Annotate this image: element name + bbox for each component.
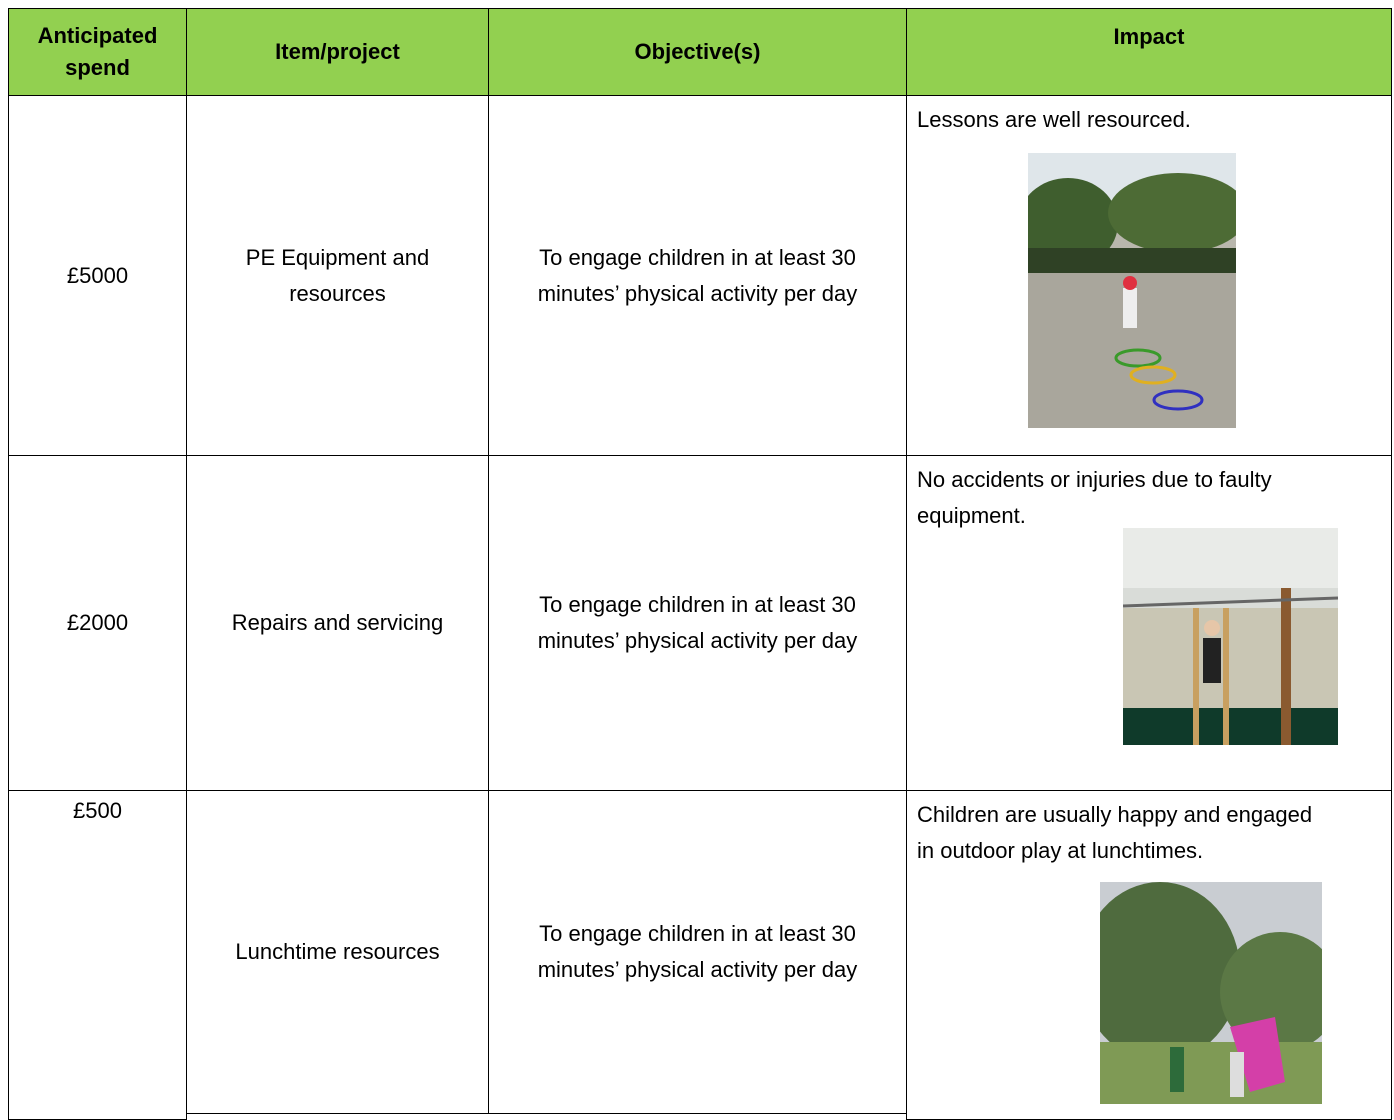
cell-text: £2000 bbox=[66, 610, 129, 635]
header-text: Anticipated spend bbox=[37, 23, 158, 80]
header-text: Item/project bbox=[275, 39, 400, 64]
photo bbox=[1123, 528, 1338, 745]
header-cell: Anticipated spend bbox=[8, 8, 187, 96]
cell-text: No accidents or injuries due to faulty e… bbox=[917, 467, 1272, 528]
cell: £500 bbox=[8, 790, 187, 1120]
cell-text: £500 bbox=[73, 798, 122, 823]
header-text: Objective(s) bbox=[634, 39, 761, 64]
cell-text: Repairs and servicing bbox=[231, 610, 444, 635]
cell-text: Children are usually happy and engaged i… bbox=[917, 802, 1313, 863]
cell: Lunchtime resources bbox=[186, 790, 489, 1114]
cell: Repairs and servicing bbox=[186, 455, 489, 791]
photo bbox=[1100, 882, 1322, 1104]
header-cell: Objective(s) bbox=[488, 8, 907, 96]
cell-text: PE Equipment and resources bbox=[245, 244, 430, 306]
cell: £5000 bbox=[8, 95, 187, 456]
cell-text: Lunchtime resources bbox=[235, 939, 440, 964]
cell-text: £5000 bbox=[66, 262, 129, 288]
cell-text: Lessons are well resourced. bbox=[917, 107, 1191, 132]
header-cell: Impact bbox=[906, 8, 1392, 96]
cell: To engage children in at least 30 minute… bbox=[488, 790, 907, 1114]
cell-text: To engage children in at least 30 minute… bbox=[537, 921, 858, 982]
cell: To engage children in at least 30 minute… bbox=[488, 95, 907, 456]
header-cell: Item/project bbox=[186, 8, 489, 96]
cell: £2000 bbox=[8, 455, 187, 791]
cell-text: To engage children in at least 30 minute… bbox=[537, 244, 858, 306]
cell-text: To engage children in at least 30 minute… bbox=[537, 592, 858, 653]
cell: PE Equipment and resources bbox=[186, 95, 489, 456]
photo bbox=[1028, 153, 1236, 428]
cell: To engage children in at least 30 minute… bbox=[488, 455, 907, 791]
header-text: Impact bbox=[1113, 24, 1185, 49]
